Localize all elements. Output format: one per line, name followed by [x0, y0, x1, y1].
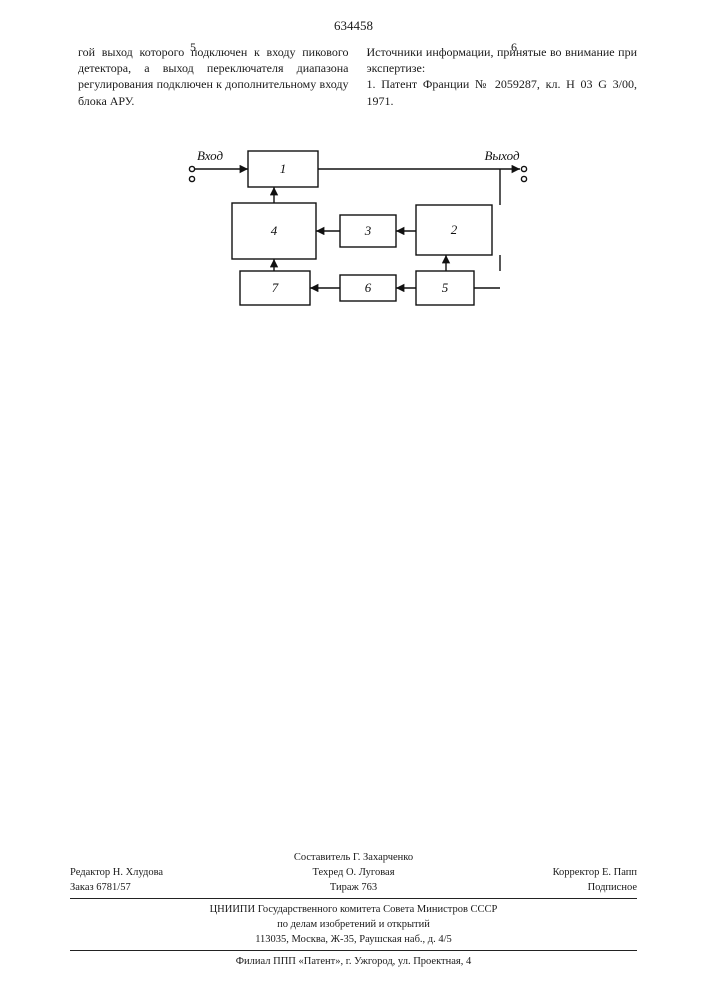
svg-text:Вход: Вход	[196, 148, 223, 163]
svg-text:3: 3	[363, 223, 371, 238]
footer-order: Заказ 6781/57	[70, 881, 259, 896]
footer-org1: ЦНИИПИ Государственного комитета Совета …	[70, 903, 637, 918]
svg-text:1: 1	[279, 161, 286, 176]
left-column: гой выход которого подключен к входу пик…	[78, 44, 349, 109]
svg-text:Выход: Выход	[484, 148, 520, 163]
footer-addr: 113035, Москва, Ж-35, Раушская наб., д. …	[70, 933, 637, 948]
col-number-right: 6	[511, 40, 517, 55]
footer-techred: Техред О. Луговая	[259, 866, 448, 881]
footer-corrector: Корректор Е. Папп	[448, 866, 637, 881]
footer-subscribed: Подписное	[448, 881, 637, 896]
footer-org2: по делам изобретений и открытий	[70, 918, 637, 933]
col-number-left: 5	[190, 40, 196, 55]
right-column-text-1: Источники информации, принятые во вниман…	[367, 45, 638, 75]
block-diagram: 1 2 3 4 5 6 7 Вход Выход	[174, 133, 534, 333]
svg-text:5: 5	[441, 280, 448, 295]
right-column-text-2: 1. Патент Франции № 2059287, кл. H 03 G …	[367, 77, 638, 107]
svg-text:4: 4	[270, 223, 277, 238]
svg-text:7: 7	[271, 280, 278, 295]
footer: Составитель Г. Захарченко Редактор Н. Хл…	[70, 851, 637, 970]
text-columns: гой выход которого подключен к входу пик…	[0, 34, 707, 109]
left-column-text: гой выход которого подключен к входу пик…	[78, 45, 349, 108]
page-number: 634458	[0, 0, 707, 34]
footer-compiler: Составитель Г. Захарченко	[70, 851, 637, 866]
footer-filial: Филиал ППП «Патент», г. Ужгород, ул. Про…	[70, 955, 637, 970]
footer-editor: Редактор Н. Хлудова	[70, 866, 259, 881]
footer-tirage: Тираж 763	[259, 881, 448, 896]
svg-text:2: 2	[450, 222, 457, 237]
svg-text:6: 6	[364, 280, 371, 295]
right-column: Источники информации, принятые во вниман…	[367, 44, 638, 109]
